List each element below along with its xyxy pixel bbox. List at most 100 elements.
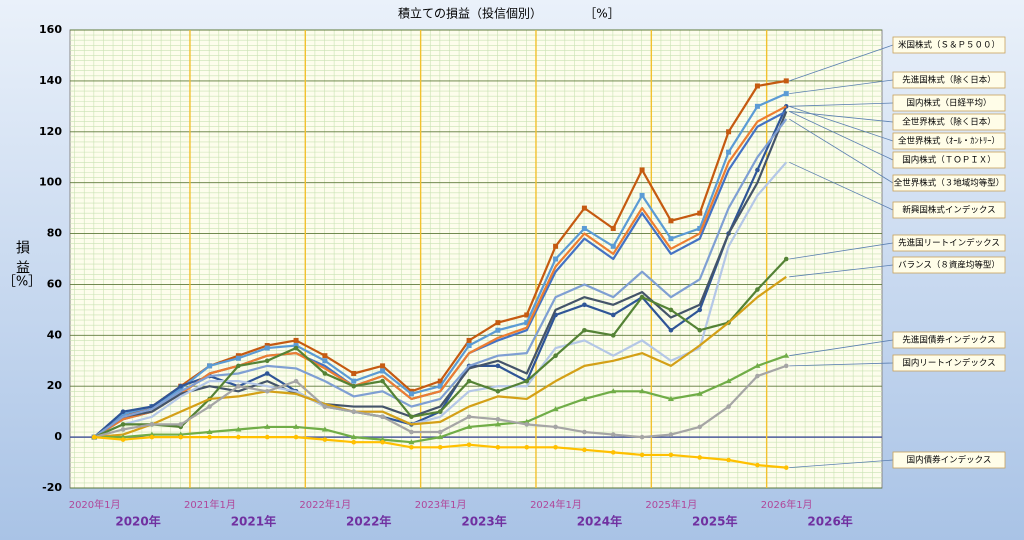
leader-line	[789, 362, 894, 367]
legend-label: 先進国株式（除く日本）	[902, 75, 996, 86]
marker	[293, 423, 300, 429]
marker	[697, 455, 703, 460]
marker	[755, 373, 760, 379]
series-line	[93, 118, 788, 439]
marker	[697, 307, 703, 313]
marker	[783, 363, 789, 369]
leader-line	[789, 105, 894, 142]
x-tick-label: 2023年1月	[415, 498, 467, 511]
marker	[351, 378, 357, 384]
marker	[668, 236, 674, 242]
marker	[408, 439, 415, 445]
marker	[553, 353, 558, 358]
legend-box	[892, 94, 1006, 112]
marker	[408, 388, 414, 394]
y-tick-label: 100	[39, 176, 62, 189]
marker	[553, 444, 558, 450]
y-tick-label: 20	[47, 379, 63, 392]
marker	[725, 378, 732, 384]
legend-box	[892, 354, 1006, 372]
y-tick-label: 60	[47, 277, 63, 290]
marker	[408, 391, 414, 397]
x-tick-label: 2025年1月	[645, 498, 697, 511]
marker	[755, 287, 760, 292]
marker	[235, 426, 242, 432]
marker	[178, 386, 184, 392]
legend-box	[892, 234, 1006, 252]
legend-label: 国内リートインデックス	[902, 358, 995, 369]
marker	[783, 352, 790, 358]
y-tick-label: 80	[47, 227, 63, 240]
marker	[91, 434, 97, 440]
marker	[726, 129, 732, 135]
marker	[610, 432, 616, 437]
marker	[610, 243, 616, 249]
leader-line	[789, 79, 894, 95]
year-label: 2021年	[231, 514, 276, 529]
marker	[236, 363, 241, 369]
marker	[524, 422, 530, 427]
marker	[610, 312, 616, 318]
year-label: 2025年	[692, 514, 737, 529]
marker	[293, 337, 299, 343]
marker	[553, 424, 558, 430]
legend-label: 先進国債券インデックス	[902, 335, 995, 346]
marker	[264, 389, 270, 394]
y-tick-label: -20	[42, 481, 62, 494]
marker	[437, 429, 443, 435]
legend-box	[892, 71, 1006, 89]
year-label: 2022年	[346, 514, 391, 529]
marker	[148, 431, 155, 437]
leader-line	[789, 242, 894, 260]
marker	[120, 427, 126, 432]
marker	[582, 302, 587, 308]
marker	[264, 423, 271, 429]
marker	[380, 368, 386, 374]
marker	[264, 343, 270, 349]
marker	[321, 426, 328, 432]
marker	[552, 406, 559, 412]
marker	[495, 363, 501, 369]
y-axis-label: 損益	[14, 240, 30, 280]
marker	[495, 444, 501, 450]
leader-line	[789, 459, 894, 469]
legend-label: 国内債券インデックス	[907, 455, 992, 466]
marker	[293, 343, 299, 349]
legend-label: 米国株式（Ｓ＆Ｐ５００）	[898, 40, 1000, 51]
leader-line	[789, 339, 894, 357]
marker	[726, 457, 731, 463]
legend-label: バランス（８資産均等型）	[898, 260, 1000, 271]
marker	[466, 423, 473, 429]
marker	[582, 327, 587, 333]
x-tick-label: 2022年1月	[299, 498, 351, 511]
marker	[639, 294, 645, 300]
marker	[120, 434, 127, 440]
marker	[667, 395, 674, 401]
marker	[409, 429, 414, 435]
marker	[697, 424, 703, 430]
legend-box	[892, 451, 1006, 469]
marker	[207, 363, 213, 369]
legend-label: 全世界株式（３地域均等型）	[894, 178, 1005, 189]
legend-label: 新興国株式インデックス	[902, 205, 995, 216]
legend-label: 全世界株式（ｵｰﾙ・ｶﾝﾄﾘｰ）	[898, 136, 1000, 147]
marker	[380, 363, 386, 369]
marker	[755, 462, 760, 468]
marker	[697, 210, 703, 216]
legend-label: 国内株式（日経平均）	[906, 98, 991, 109]
year-label: 2026年	[807, 514, 852, 529]
marker	[668, 452, 674, 458]
marker	[668, 218, 674, 224]
legend-box	[892, 132, 1006, 150]
leader-line	[789, 111, 894, 161]
marker	[524, 312, 530, 318]
marker	[207, 404, 212, 409]
marker	[409, 444, 414, 450]
marker	[581, 205, 587, 211]
legend-box	[892, 331, 1006, 349]
marker	[466, 337, 472, 343]
marker	[177, 431, 184, 437]
marker	[610, 225, 616, 231]
marker	[149, 422, 155, 427]
